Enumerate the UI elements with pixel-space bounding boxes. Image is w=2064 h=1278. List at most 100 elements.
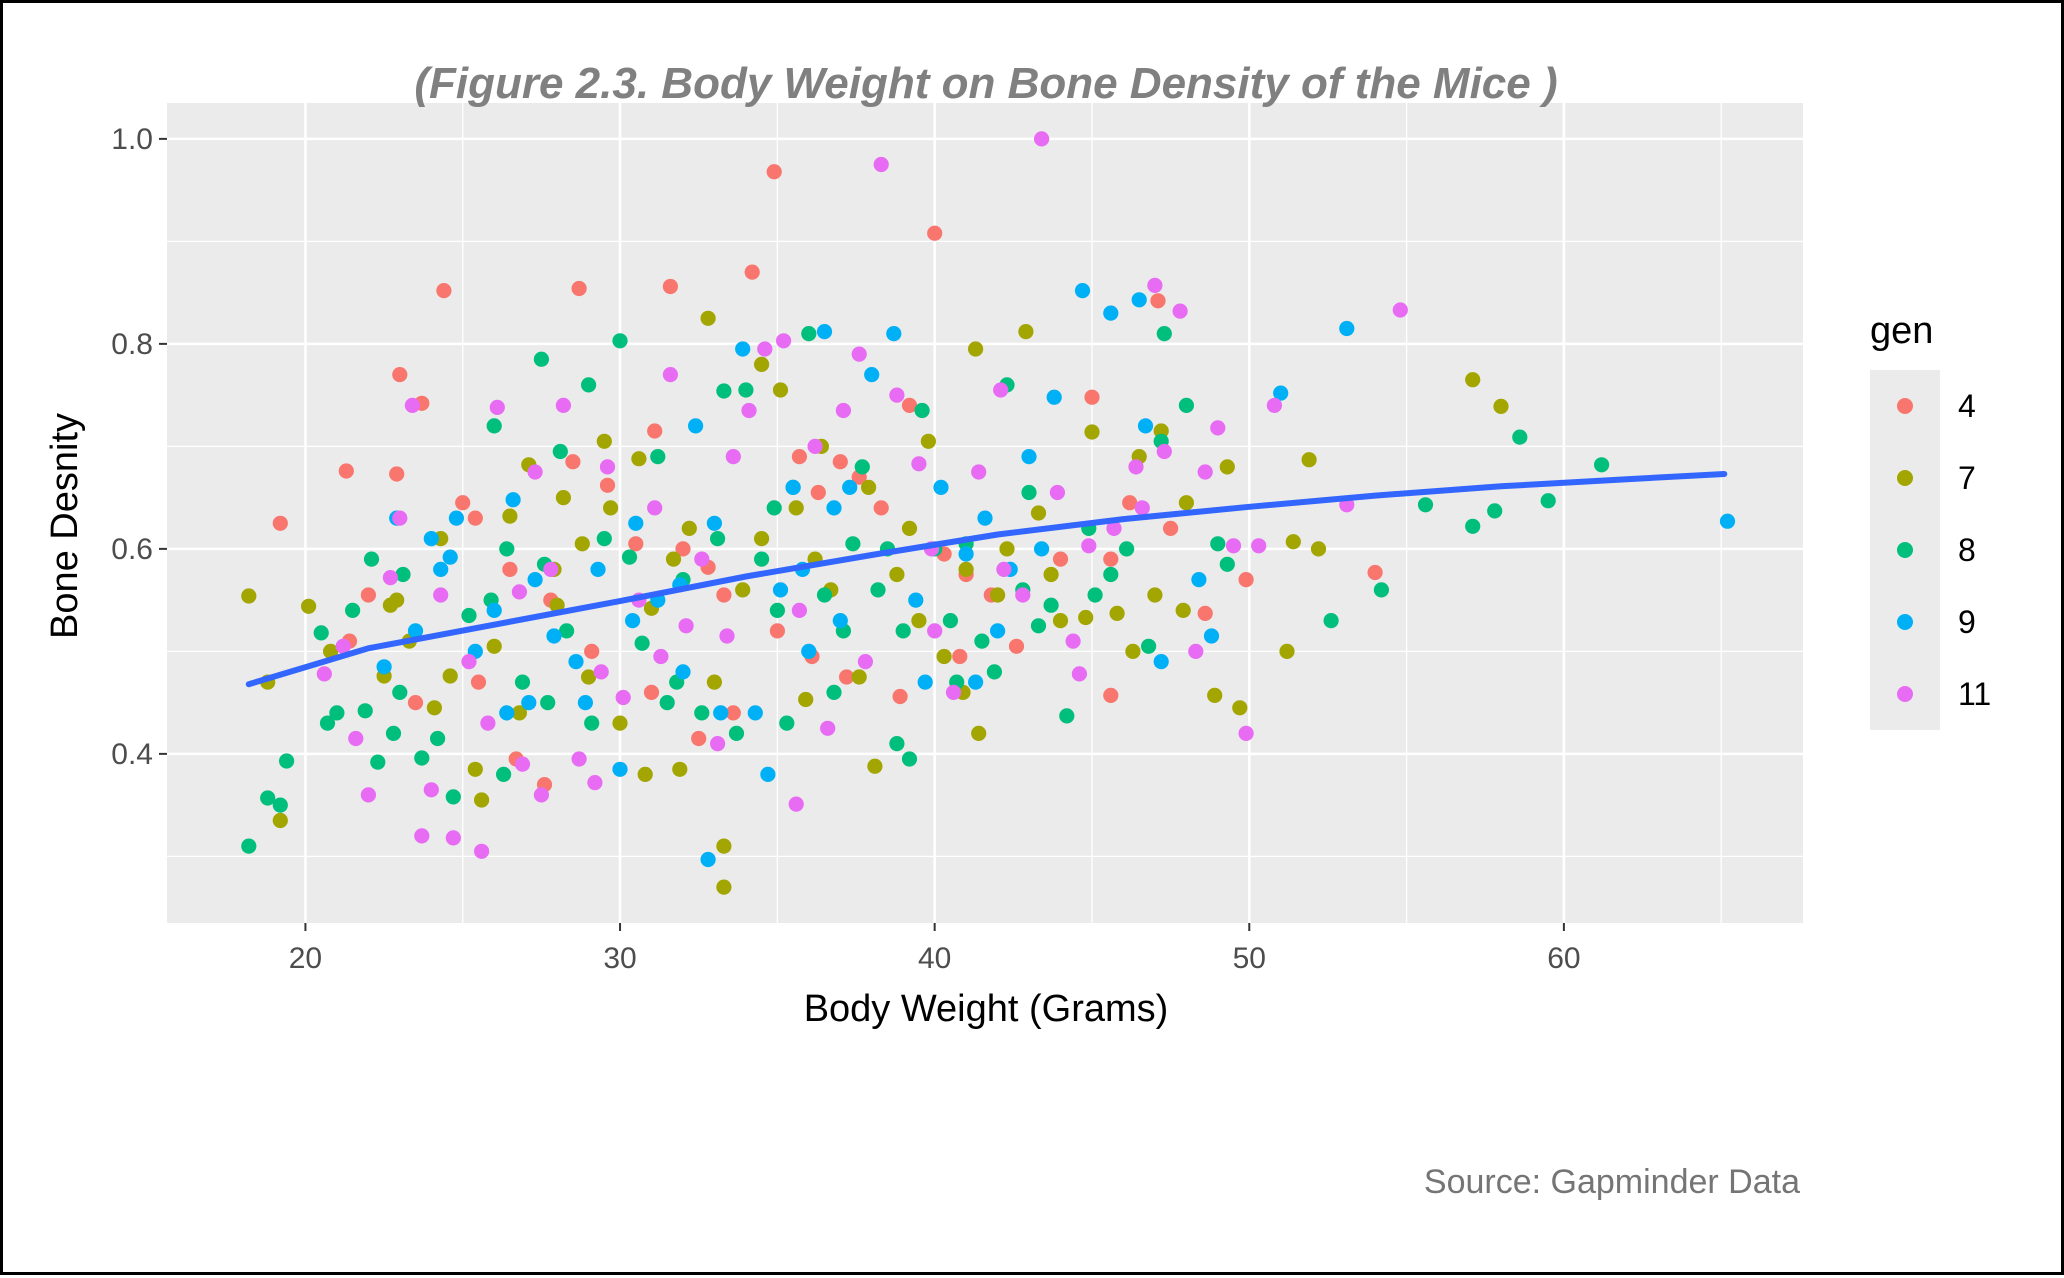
data-point-gen-8 xyxy=(345,602,361,619)
data-point-gen-4 xyxy=(467,510,483,526)
data-point-gen-7 xyxy=(665,551,682,567)
data-point-gen-11 xyxy=(1015,587,1031,603)
data-point-gen-11 xyxy=(1225,538,1242,554)
data-point-gen-8 xyxy=(845,536,861,552)
legend-key-8 xyxy=(1897,542,1913,558)
data-point-gen-11 xyxy=(474,843,490,859)
data-point-gen-9 xyxy=(625,613,641,629)
data-point-gen-7 xyxy=(1285,534,1301,550)
data-point-gen-9 xyxy=(801,643,817,660)
data-point-gen-11 xyxy=(599,459,616,475)
data-point-gen-11 xyxy=(404,397,420,413)
data-point-gen-11 xyxy=(543,561,559,578)
data-point-gen-4 xyxy=(1052,551,1069,567)
data-point-gen-11 xyxy=(719,628,735,644)
data-point-gen-7 xyxy=(889,566,905,583)
data-point-gen-8 xyxy=(854,459,870,475)
data-point-gen-9 xyxy=(1339,320,1355,337)
data-point-gen-4 xyxy=(389,466,405,482)
data-point-gen-11 xyxy=(445,830,461,846)
data-point-gen-7 xyxy=(1175,602,1191,619)
data-point-gen-9 xyxy=(499,705,515,721)
data-point-gen-11 xyxy=(776,333,792,349)
data-point-gen-11 xyxy=(533,787,550,803)
legend-key-9 xyxy=(1897,614,1913,630)
data-point-gen-4 xyxy=(927,225,943,241)
data-point-gen-7 xyxy=(1078,609,1094,626)
data-point-gen-11 xyxy=(710,736,726,752)
data-point-gen-8 xyxy=(779,715,795,731)
data-point-gen-7 xyxy=(631,451,647,467)
data-point-gen-11 xyxy=(593,664,609,680)
data-point-gen-11 xyxy=(996,561,1012,578)
data-point-gen-9 xyxy=(1273,385,1289,401)
data-point-gen-7 xyxy=(1109,605,1125,622)
data-point-gen-4 xyxy=(952,648,968,665)
data-point-gen-7 xyxy=(798,691,814,708)
data-point-gen-7 xyxy=(486,638,502,654)
data-point-gen-11 xyxy=(527,464,543,480)
data-point-gen-4 xyxy=(1103,551,1119,567)
data-point-gen-7 xyxy=(716,838,732,854)
data-point-gen-7 xyxy=(754,531,770,547)
data-point-gen-11 xyxy=(971,464,987,480)
data-point-gen-9 xyxy=(376,659,392,675)
data-point-gen-7 xyxy=(700,310,716,326)
data-point-gen-9 xyxy=(423,531,439,547)
data-point-gen-7 xyxy=(603,500,619,516)
data-point-gen-9 xyxy=(1719,513,1736,529)
data-point-gen-8 xyxy=(370,754,386,770)
data-point-gen-7 xyxy=(581,669,597,685)
data-point-gen-9 xyxy=(1046,389,1062,405)
data-point-gen-4 xyxy=(272,515,288,531)
data-point-gen-11 xyxy=(392,510,408,526)
data-point-gen-11 xyxy=(757,341,773,357)
legend-label-9: 9 xyxy=(1958,604,1976,640)
data-point-gen-8 xyxy=(260,790,276,806)
data-point-gen-8 xyxy=(1540,493,1556,509)
data-point-gen-11 xyxy=(1197,464,1213,480)
data-point-gen-11 xyxy=(316,666,332,682)
data-point-gen-11 xyxy=(678,618,694,634)
data-point-gen-4 xyxy=(716,587,732,603)
data-point-gen-7 xyxy=(1030,505,1047,521)
data-point-gen-7 xyxy=(735,582,751,598)
data-point-gen-8 xyxy=(942,613,959,629)
data-point-gen-8 xyxy=(461,607,477,624)
data-point-gen-8 xyxy=(914,402,930,419)
data-point-gen-11 xyxy=(489,399,505,415)
data-point-gen-4 xyxy=(769,623,786,639)
data-point-gen-7 xyxy=(1465,372,1481,388)
data-point-gen-8 xyxy=(1087,587,1103,603)
data-point-gen-8 xyxy=(514,674,531,690)
data-point-gen-4 xyxy=(470,674,487,690)
data-point-gen-8 xyxy=(445,789,461,805)
data-point-gen-9 xyxy=(832,613,848,629)
data-point-gen-4 xyxy=(392,367,408,383)
data-point-gen-11 xyxy=(335,638,351,654)
data-point-gen-9 xyxy=(628,515,644,531)
data-point-gen-9 xyxy=(527,572,543,588)
data-point-gen-7 xyxy=(1219,459,1235,475)
data-point-gen-4 xyxy=(599,477,616,493)
data-point-gen-8 xyxy=(1487,503,1503,519)
data-point-gen-7 xyxy=(555,490,572,506)
data-point-gen-11 xyxy=(461,654,477,670)
data-point-gen-8 xyxy=(486,418,502,434)
data-point-gen-8 xyxy=(496,766,512,783)
data-point-gen-7 xyxy=(1279,643,1295,660)
data-point-gen-9 xyxy=(1103,305,1119,321)
source-caption: Source: Gapminder Data xyxy=(1424,1163,1800,1201)
data-point-gen-7 xyxy=(968,341,984,357)
data-point-gen-4 xyxy=(338,463,354,479)
data-point-gen-4 xyxy=(901,397,918,413)
data-point-gen-8 xyxy=(1103,566,1119,583)
data-point-gen-7 xyxy=(301,598,317,614)
data-point-gen-11 xyxy=(1147,277,1163,293)
data-point-gen-7 xyxy=(1018,324,1034,340)
data-point-gen-9 xyxy=(990,623,1006,639)
data-point-gen-9 xyxy=(568,654,584,670)
data-point-gen-4 xyxy=(643,684,660,701)
data-point-gen-4 xyxy=(744,264,760,280)
data-point-gen-4 xyxy=(1150,293,1166,309)
